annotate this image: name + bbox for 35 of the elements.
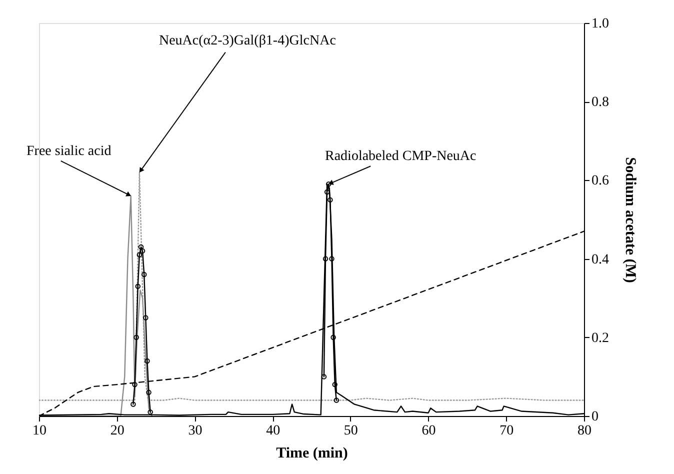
point	[138, 244, 144, 250]
x-tick-label: 60	[422, 424, 436, 438]
point	[134, 334, 139, 340]
point	[148, 409, 153, 415]
point	[329, 256, 334, 262]
annotation: Free sialic acid	[26, 144, 112, 159]
y-tick-label: 0.6	[592, 174, 609, 189]
y-tick-label: 0.2	[592, 330, 609, 346]
y-tick-label: 1.0	[592, 16, 609, 32]
y-tick-label: 0	[592, 410, 598, 424]
point	[132, 382, 138, 388]
x-tick-label: 70	[500, 424, 514, 438]
point	[141, 272, 147, 278]
x-axis-title: Time (min)	[276, 446, 348, 462]
x-tick-label: 40	[266, 424, 280, 438]
y-axis-title: Sodium acetate (M)	[622, 157, 638, 283]
point	[332, 382, 338, 388]
point	[322, 256, 328, 262]
y-tick-label: 0.8	[592, 95, 609, 110]
annotation: Radiolabeled CMP-NeuAc	[325, 149, 476, 164]
y-tick-label: 0.4	[592, 252, 609, 268]
point	[143, 315, 148, 320]
x-tick-label: 80	[578, 424, 592, 438]
point	[144, 358, 150, 364]
x-tick-label: 30	[188, 424, 202, 438]
point	[330, 334, 336, 340]
x-tick-label: 50	[344, 424, 358, 438]
x-tick-label: 10	[32, 424, 46, 438]
point	[146, 390, 152, 396]
annotation: NeuAc(α2-3)Gal(β1-4)GlcNAc	[158, 33, 336, 48]
point	[136, 252, 142, 258]
point	[328, 197, 333, 202]
point	[321, 374, 327, 380]
point	[135, 284, 140, 289]
x-tick-label: 20	[110, 424, 124, 438]
